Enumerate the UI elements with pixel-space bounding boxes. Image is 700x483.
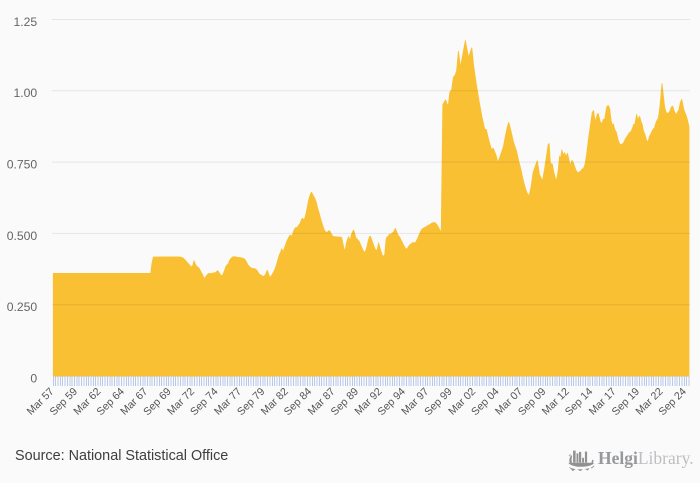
svg-text:0.500: 0.500 [7, 229, 38, 243]
svg-text:1.00: 1.00 [13, 86, 37, 100]
svg-text:0: 0 [30, 371, 37, 385]
svg-text:0.750: 0.750 [7, 158, 38, 172]
svg-text:1.25: 1.25 [13, 15, 37, 29]
svg-text:0.250: 0.250 [7, 300, 38, 314]
